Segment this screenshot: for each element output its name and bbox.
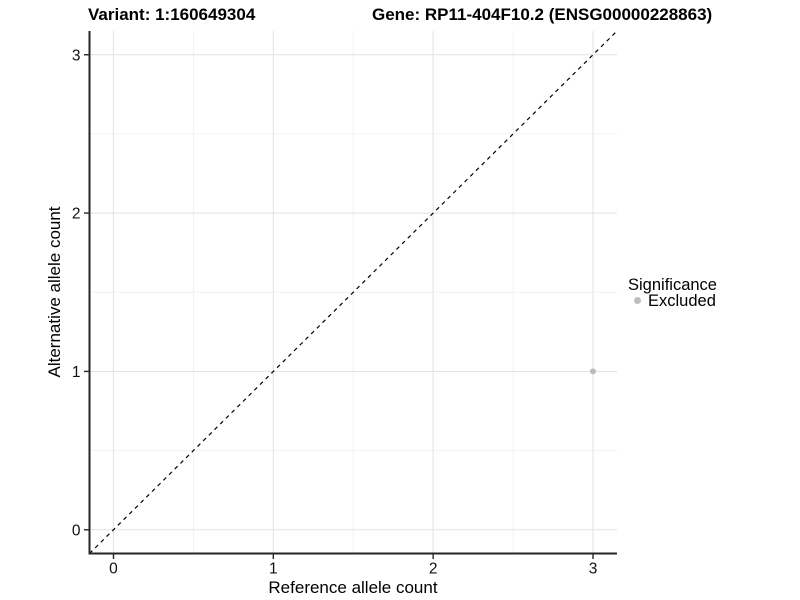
x-tick-label: 0 <box>109 561 118 578</box>
axis-lines <box>88 31 617 555</box>
y-tick-label: 0 <box>72 522 81 539</box>
x-tick-label: 3 <box>589 561 598 578</box>
x-tick-label: 2 <box>429 561 438 578</box>
y-tick-label: 1 <box>72 364 81 381</box>
plot-title-variant: Variant: 1:160649304 <box>88 5 256 24</box>
y-tick-label: 3 <box>72 47 81 64</box>
plot-title-gene: Gene: RP11-404F10.2 (ENSG00000228863) <box>372 5 712 24</box>
legend-label-excluded: Excluded <box>648 292 716 310</box>
identity-dashed-line <box>89 30 618 554</box>
axis-layer <box>84 31 617 559</box>
legend-title: Significance <box>628 276 717 294</box>
x-tick-label: 1 <box>269 561 278 578</box>
x-axis-title: Reference allele count <box>268 578 437 597</box>
legend-marker-excluded <box>634 297 641 304</box>
identity-line-layer <box>89 30 618 554</box>
data-point <box>590 368 597 375</box>
legend: Significance Excluded <box>628 276 717 310</box>
y-tick-label: 2 <box>72 206 81 223</box>
y-axis-title: Alternative allele count <box>45 206 64 377</box>
tick-label-layer: 0 1 2 3 0 1 2 3 <box>72 47 597 577</box>
data-point-layer <box>590 368 597 375</box>
